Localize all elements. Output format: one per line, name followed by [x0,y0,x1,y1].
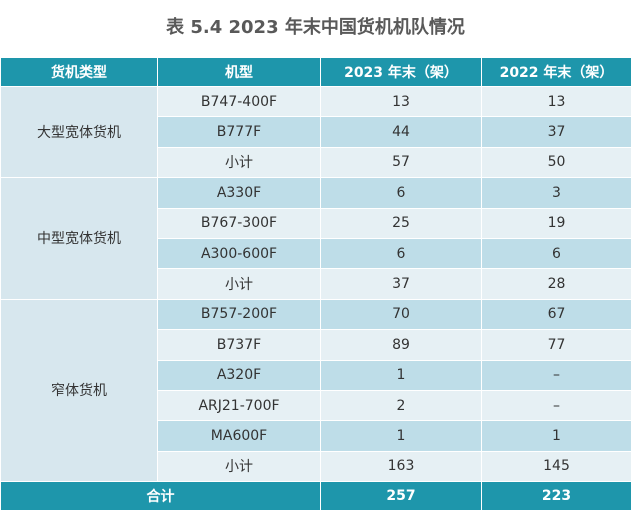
cell: 67 [481,298,631,331]
header-cell: 货机类型 [0,57,158,87]
cell: 163 [320,450,482,483]
cell: 13 [320,85,482,118]
cell: 6 [481,237,631,270]
table-row: B777F 44 37 [1,116,631,148]
cell: B747-400F [157,85,321,118]
cell: 1 [320,359,482,391]
table-row: 小计 163 145 [1,450,631,483]
cell: 50 [481,146,631,179]
total-row: 合计 257 223 [0,481,631,511]
cell: 19 [481,207,631,239]
cell: A330F [157,177,321,209]
cell: 1 [481,420,631,452]
cell: 25 [320,207,482,239]
table-row: 窄体货机 B757-200F 70 67 [0,298,631,483]
cell: 77 [481,329,631,361]
cell: B777F [157,116,321,148]
cell: 小计 [157,146,321,179]
group-cell: 中型宽体货机 [0,177,158,300]
cell: – [481,359,631,391]
header-cell: 2022 年末（架） [481,57,631,87]
cell: 13 [481,85,631,118]
table-row: 大型宽体货机 B747-400F 13 13 [0,85,631,179]
cell: 6 [320,177,482,209]
cell: B767-300F [157,207,321,239]
fleet-table: 货机类型 机型 2023 年末（架） 2022 年末（架） 大型宽体货机 B747-40… [0,57,631,511]
cell: B737F [157,329,321,361]
cell: 145 [481,450,631,483]
cell: 28 [481,268,631,300]
group-cell: 窄体货机 [0,298,158,483]
cell: 6 [320,237,482,270]
cell: MA600F [157,420,321,452]
cell: ARJ21-700F [157,389,321,422]
table-row: A300-600F 6 6 [1,237,631,270]
group-cell: 大型宽体货机 [0,85,158,179]
cell: 37 [481,116,631,148]
table-row: MA600F 1 1 [1,420,631,452]
cell: 2 [320,389,482,422]
total-cell: 257 [320,481,482,511]
header-cell: 机型 [157,57,321,87]
cell: A300-600F [157,237,321,270]
table-row: 小计 37 28 [1,268,631,300]
total-cell: 223 [481,481,631,511]
cell: 3 [481,177,631,209]
header-cell: 2023 年末（架） [320,57,482,87]
cell: 44 [320,116,482,148]
table-row: 中型宽体货机 A330F 6 3 [0,177,631,300]
table-row: B737F 89 77 [1,329,631,361]
table-body: 大型宽体货机 B747-400F 13 13 B777F 44 37 小计 57 50 中型宽体货机… [0,85,631,511]
table-row: A320F 1– [1,359,631,391]
table-row: 小计 57 50 [1,146,631,179]
cell: 37 [320,268,482,300]
cell: B757-200F [157,298,321,331]
cell: 小计 [157,268,321,300]
cell: – [481,389,631,422]
cell: 小计 [157,450,321,483]
table-row: B767-300F 25 19 [1,207,631,239]
total-label: 合计 [0,481,321,511]
header-row: 货机类型 机型 2023 年末（架） 2022 年末（架） [0,57,631,87]
cell: 57 [320,146,482,179]
cell: 1 [320,420,482,452]
cell: 70 [320,298,482,331]
cell: A320F [157,359,321,391]
cell: 89 [320,329,482,361]
table-title: 表 5.4 2023 年末中国货机机队情况 [166,17,465,38]
